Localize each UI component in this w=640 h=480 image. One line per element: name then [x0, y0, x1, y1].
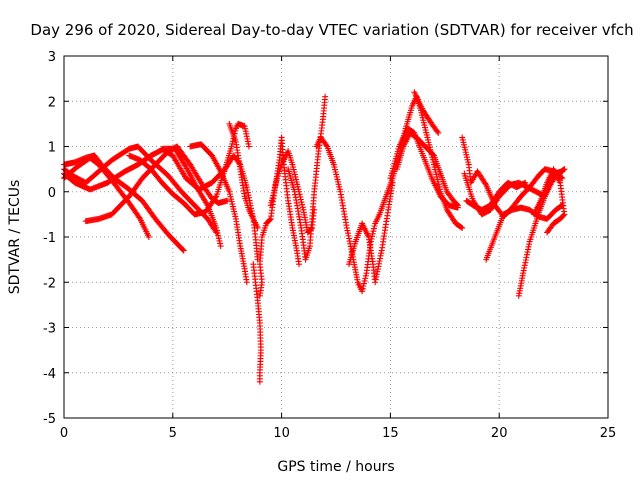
data-marks	[61, 89, 568, 385]
data-point	[454, 202, 461, 209]
data-point	[299, 204, 306, 211]
data-track	[531, 166, 568, 236]
data-point	[545, 228, 552, 235]
y-tick-label: -1	[43, 231, 56, 246]
data-point	[213, 229, 220, 236]
data-point	[322, 93, 329, 100]
data-point	[215, 235, 222, 242]
data-point	[369, 230, 376, 237]
data-point	[559, 175, 566, 182]
data-point	[370, 225, 377, 232]
data-track	[126, 120, 252, 218]
data-point	[362, 272, 369, 279]
data-track	[61, 154, 152, 240]
data-point	[296, 261, 303, 268]
data-track	[187, 141, 250, 286]
data-point	[435, 129, 442, 136]
y-tick-label: 3	[48, 50, 56, 65]
data-point	[429, 151, 436, 158]
data-point	[359, 288, 366, 295]
x-tick-label: 20	[491, 426, 508, 441]
x-axis-label: GPS time / hours	[277, 459, 394, 475]
data-point	[180, 247, 187, 254]
x-tick-label: 25	[600, 426, 617, 441]
data-track	[387, 125, 461, 211]
y-tick-label: -3	[43, 322, 56, 337]
data-point	[361, 277, 368, 284]
data-point	[212, 228, 219, 235]
data-point	[482, 180, 489, 187]
data-point	[254, 224, 261, 231]
data-point	[228, 143, 235, 150]
data-point	[560, 166, 567, 173]
data-track	[250, 261, 264, 385]
data-track	[313, 134, 383, 295]
data-point	[243, 279, 250, 286]
data-point	[458, 224, 465, 231]
data-point	[217, 243, 224, 250]
data-point	[179, 246, 186, 253]
data-point	[323, 142, 330, 149]
data-point	[434, 128, 441, 135]
data-point	[362, 275, 369, 282]
data-point	[297, 196, 304, 203]
data-point	[224, 197, 231, 204]
plot-frame	[63, 55, 609, 419]
data-point	[360, 280, 367, 287]
data-track	[346, 179, 396, 286]
data-track	[411, 89, 442, 136]
y-tick-label: -2	[43, 276, 56, 291]
data-point	[561, 166, 568, 173]
y-tick-label: 1	[48, 141, 56, 156]
data-point	[256, 378, 263, 385]
x-tick-label: 5	[169, 426, 177, 441]
data-track	[256, 134, 303, 299]
x-tick-label: 15	[382, 426, 399, 441]
data-track	[483, 202, 566, 263]
data-point	[245, 143, 252, 150]
data-point	[359, 285, 366, 292]
data-point	[136, 214, 143, 221]
data-point	[229, 140, 236, 147]
data-point	[370, 228, 377, 235]
x-tick-label: 10	[273, 426, 290, 441]
x-tick-label: 0	[60, 426, 68, 441]
data-point	[453, 201, 460, 208]
data-point	[266, 216, 273, 223]
data-point	[369, 233, 376, 240]
y-axis-label: SDTVAR / TECUs	[7, 180, 23, 295]
data-track	[393, 129, 461, 209]
data-point	[215, 232, 222, 239]
y-ticks: -5 -4 -3 -2 -1 0 1 2 3	[43, 50, 608, 427]
y-tick-label: 0	[48, 186, 56, 201]
data-point	[459, 224, 466, 231]
data-point	[544, 229, 551, 236]
y-tick-label: 2	[48, 95, 56, 110]
data-point	[298, 199, 305, 206]
data-point	[299, 201, 306, 208]
data-point	[145, 234, 152, 240]
chart-title: Day 296 of 2020, Sidereal Day-to-day VTE…	[30, 21, 633, 39]
grid-lines	[64, 56, 608, 418]
data-track	[226, 120, 261, 231]
data-point	[217, 240, 224, 247]
data-point	[371, 223, 378, 230]
data-point	[216, 237, 223, 244]
data-track	[285, 93, 329, 263]
data-point	[212, 194, 219, 201]
x-ticks: 0 5 10 15 20 25	[60, 56, 616, 441]
data-point	[360, 283, 367, 290]
y-tick-label: -5	[43, 412, 56, 427]
y-tick-label: -4	[43, 367, 56, 382]
